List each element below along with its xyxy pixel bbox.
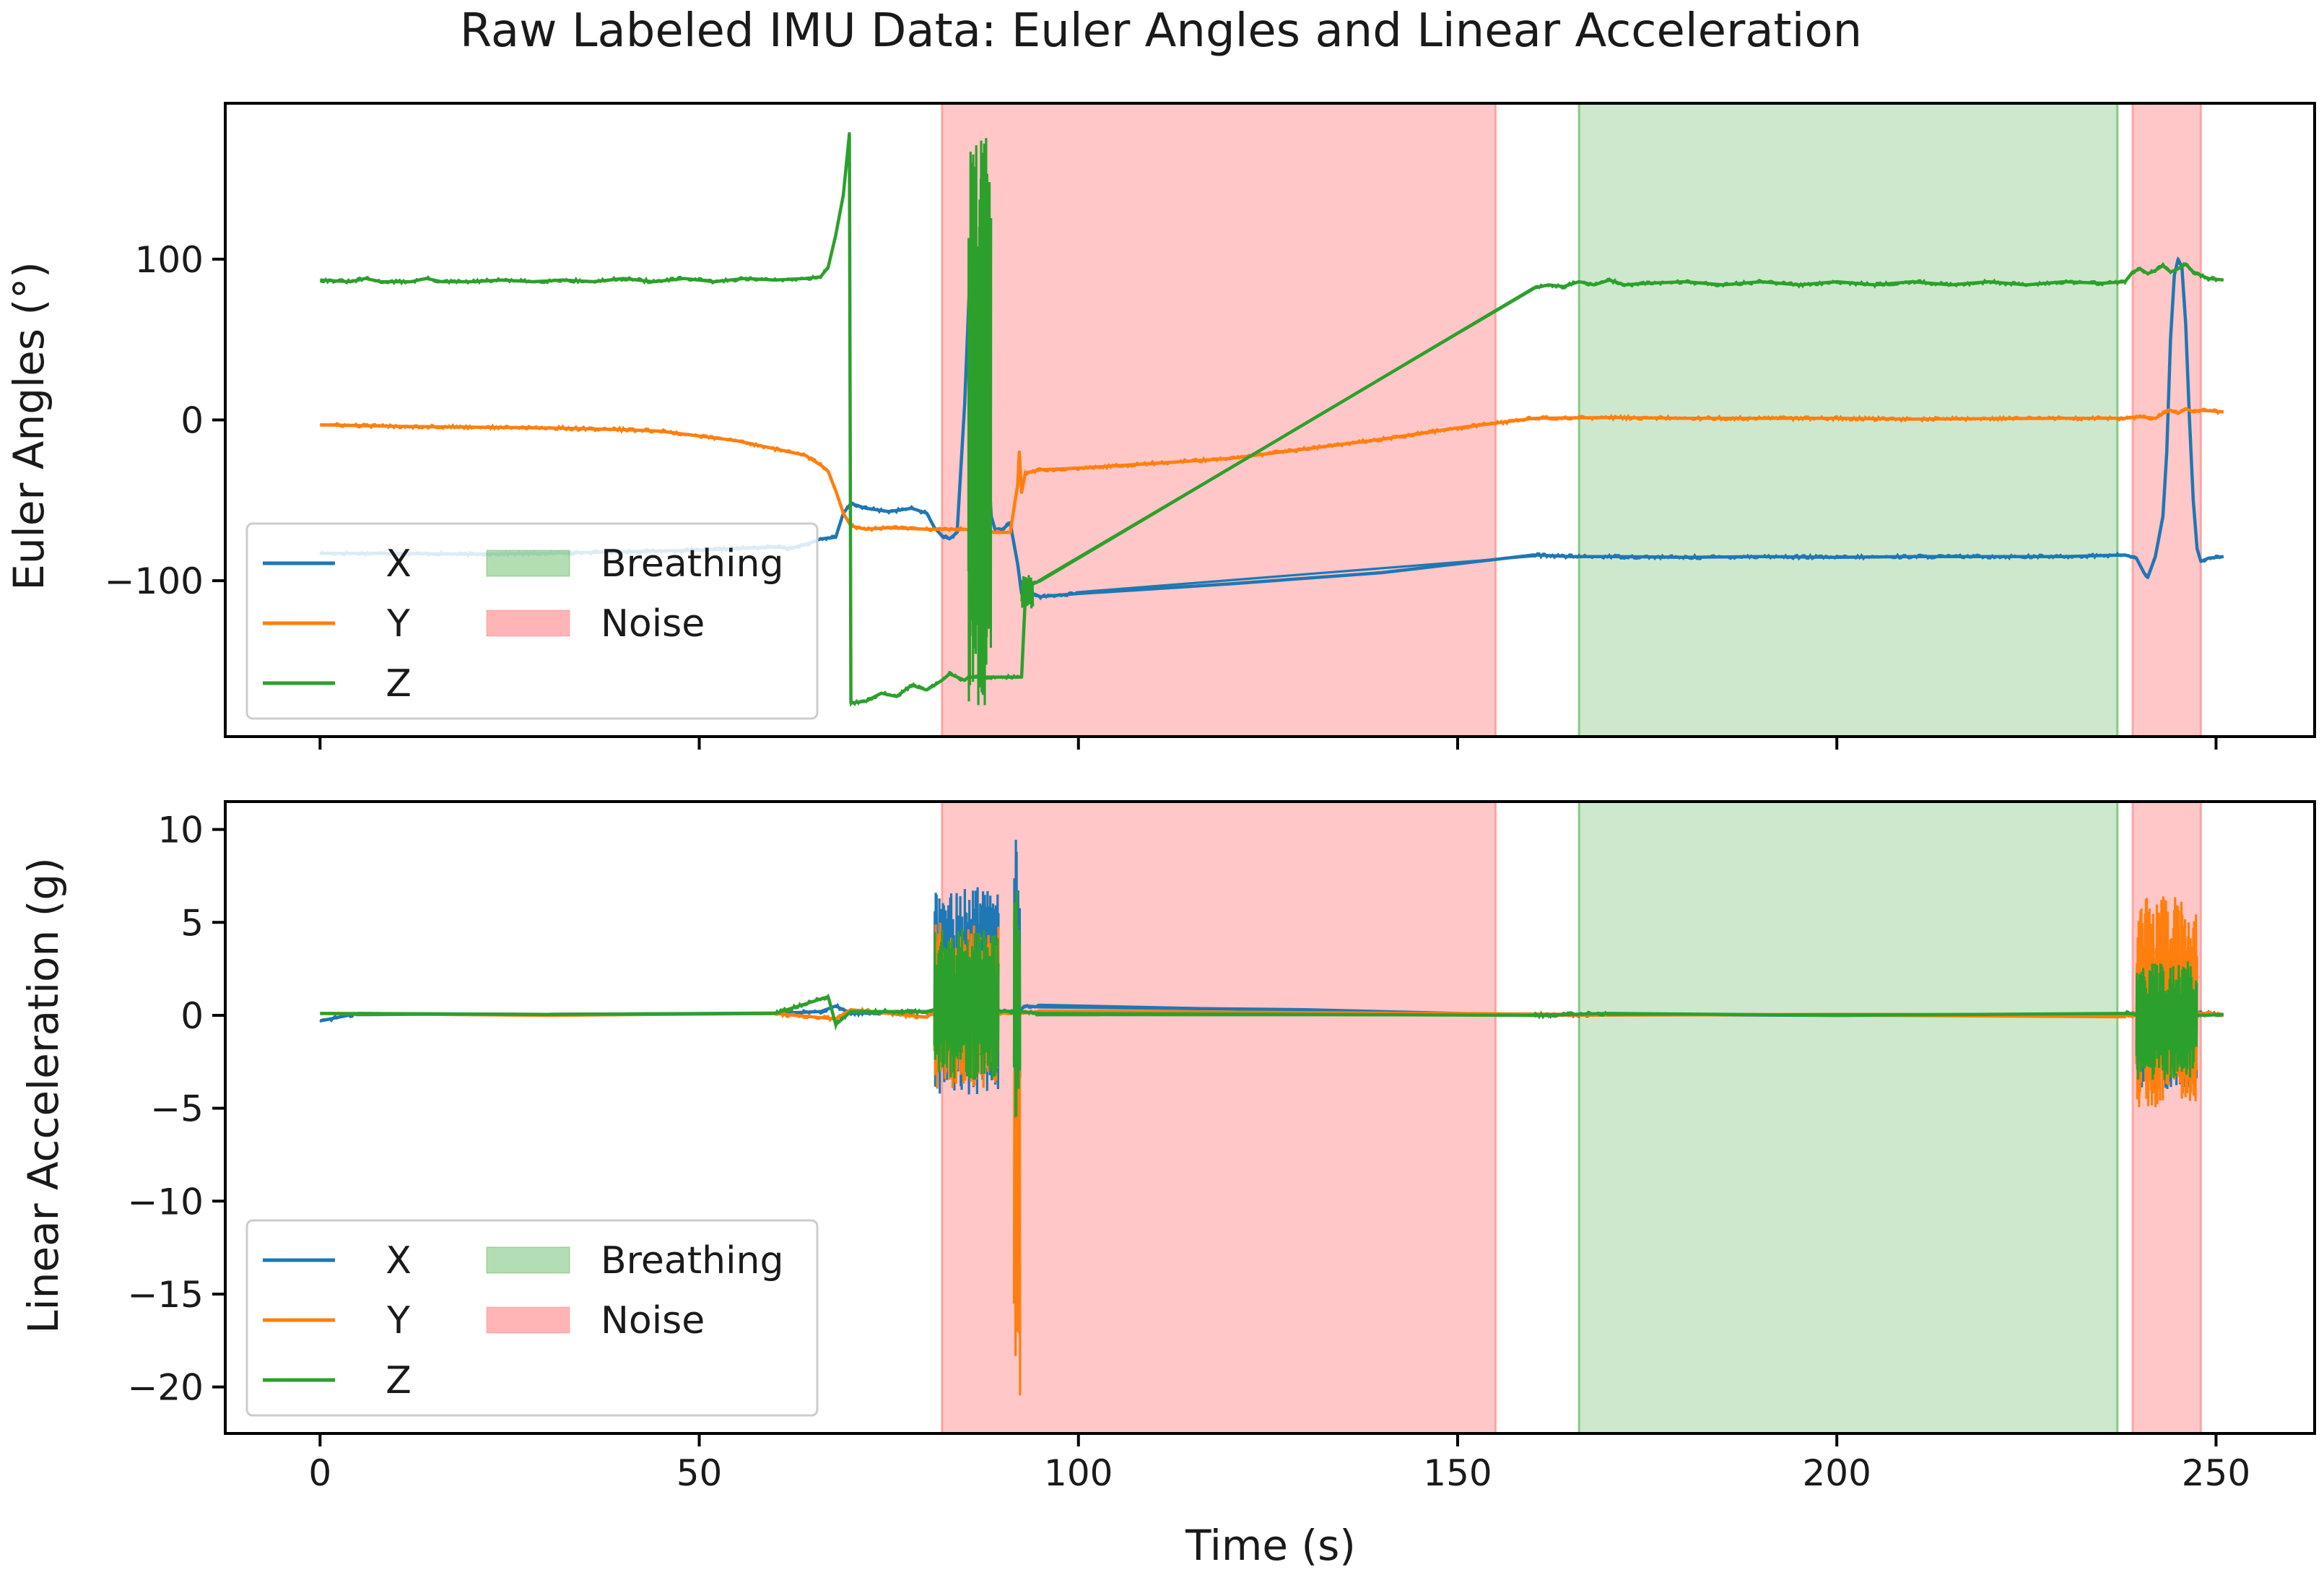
series-group (319, 839, 2224, 1396)
legend-label-breathing: Breathing (601, 542, 784, 586)
series-y-jitter (319, 407, 2222, 536)
time-xlabel: Time (s) (1185, 1521, 1356, 1570)
linear-acceleration-panel: Linear Acceleration (g) Time (s) 0 50 100 1… (19, 800, 2316, 1570)
noise-region (941, 102, 1497, 738)
series-y-burst (1012, 971, 1022, 1396)
y-tick-label: 10 (157, 810, 204, 851)
legend-label-breathing: Breathing (601, 1239, 784, 1283)
euler-angles-panel: Euler Angles (°) 100 0 −100 XYZ Breathing Noi… (4, 102, 2316, 750)
x-tick-label: 150 (1423, 1452, 1492, 1494)
accel-ylabel: Linear Acceleration (g) (19, 857, 68, 1334)
x-tick-label: 200 (1802, 1452, 1871, 1494)
legend-label-z: Z (386, 662, 412, 706)
legend-label-y: Y (386, 602, 410, 646)
series-z-burst (1020, 575, 1035, 609)
x-tick-label: 100 (1044, 1452, 1113, 1494)
series-z-jitter (319, 132, 2222, 708)
legend-patch-breathing (486, 1246, 570, 1274)
series-z-burst (933, 929, 1000, 1080)
series-z-burst (967, 138, 993, 706)
legend-label-z: Z (386, 1359, 412, 1402)
legend: XYZ Breathing Noise (245, 1219, 819, 1417)
y-tick-label: −100 (105, 560, 204, 602)
noise-region (2131, 800, 2202, 1435)
figure-title: Raw Labeled IMU Data: Euler Angles and L… (460, 4, 1862, 58)
legend-patch-noise (486, 609, 570, 637)
x-tick-label: 50 (676, 1452, 723, 1494)
y-tick-label: 0 (180, 995, 204, 1037)
legend-patch-noise (486, 1306, 570, 1334)
legend-label-y: Y (386, 1299, 410, 1342)
series-z-burst (1012, 890, 1022, 1118)
legend-label-noise: Noise (601, 602, 705, 646)
breathing-region (1577, 800, 2119, 1435)
y-tick-label: −10 (127, 1181, 204, 1223)
legend-label-x: X (386, 1239, 412, 1283)
y-tick-label: 5 (180, 902, 204, 944)
y-tick-label: −20 (127, 1367, 204, 1409)
y-tick-label: 100 (135, 239, 204, 281)
euler-ylabel: Euler Angles (°) (4, 261, 53, 590)
x-tick-label: 0 (308, 1452, 331, 1494)
legend: XYZ Breathing Noise (245, 522, 819, 720)
legend-label-x: X (386, 542, 412, 586)
legend-patch-breathing (486, 550, 570, 577)
y-tick-label: −15 (127, 1274, 204, 1316)
series-z-burst (2135, 961, 2198, 1080)
legend-label-noise: Noise (601, 1299, 705, 1342)
y-tick-label: −5 (150, 1088, 204, 1130)
x-tick-label: 250 (2182, 1452, 2250, 1494)
noise-region (941, 800, 1497, 1435)
y-tick-label: 0 (180, 400, 204, 442)
axes-frame (224, 800, 2316, 1435)
